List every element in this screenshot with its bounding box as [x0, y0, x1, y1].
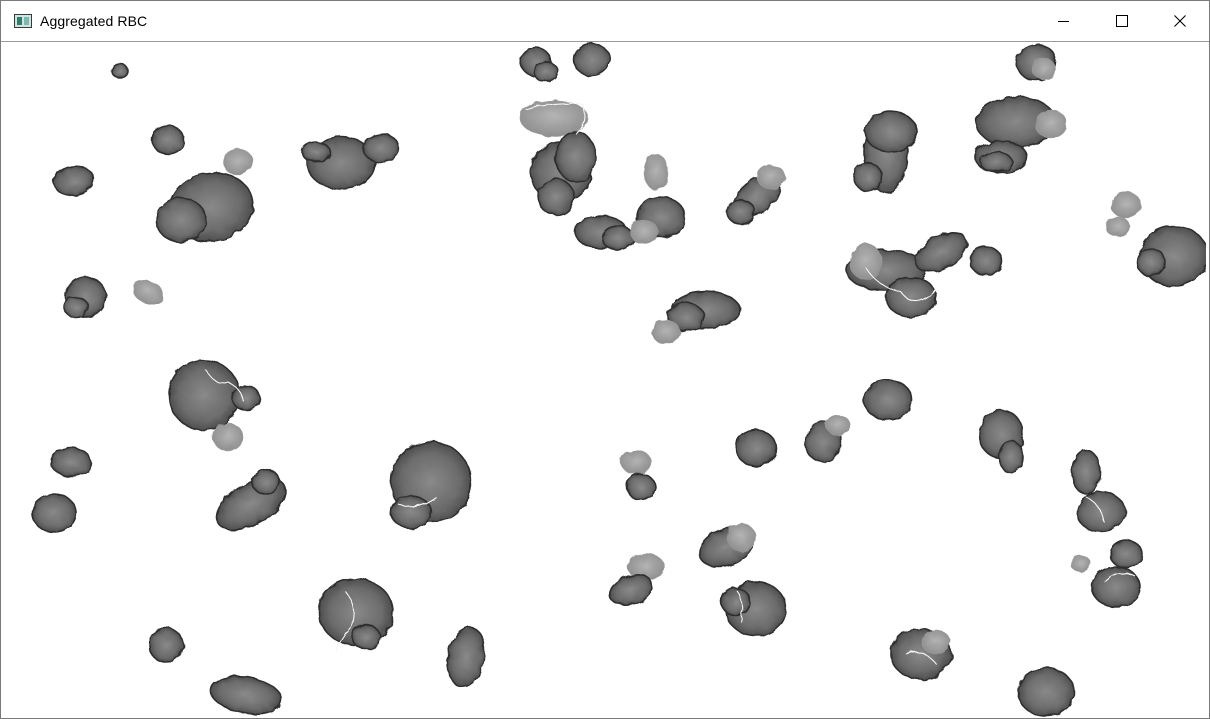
cell-blob [53, 165, 95, 197]
close-button[interactable] [1151, 1, 1209, 41]
cell-blob [1017, 667, 1075, 717]
image-canvas[interactable] [6, 42, 1206, 718]
cell-blob [626, 473, 656, 501]
cell-blob [111, 63, 129, 79]
segmentation-outline [735, 589, 744, 623]
segmentation-outline [1103, 572, 1137, 583]
segmentation-outline [865, 267, 937, 303]
cell-blob [914, 231, 968, 273]
segmentation-outline [205, 369, 245, 403]
minimize-button[interactable] [1035, 1, 1093, 41]
cell-blob [31, 493, 77, 533]
cell-blob [231, 385, 261, 411]
cell-blob [1136, 247, 1166, 277]
cell-blob [63, 296, 89, 318]
cell-blob [1071, 449, 1101, 495]
cell-blob [215, 477, 287, 531]
window-controls [1035, 1, 1209, 41]
cell-blob [1034, 109, 1068, 139]
maximize-button[interactable] [1093, 1, 1151, 41]
cell-blob [969, 246, 1003, 276]
title-bar[interactable]: Aggregated RBC [1, 1, 1209, 42]
cell-blob [921, 629, 951, 655]
segmentation-outline [397, 496, 437, 508]
cell-blob [155, 197, 207, 243]
maximize-icon [1116, 15, 1128, 27]
cell-blob [351, 624, 381, 650]
cell-blob [1031, 58, 1057, 80]
cell-blob [853, 162, 883, 192]
segmentation-outline [335, 591, 355, 653]
cell-blob [998, 440, 1024, 474]
cell-blob [885, 276, 937, 318]
cell-blob [446, 626, 486, 688]
cell-blob [1105, 216, 1131, 238]
cell-blob [825, 414, 851, 436]
segmentation-outline [905, 651, 937, 665]
cell-blob [1110, 191, 1142, 219]
cell-blob [863, 379, 913, 421]
cell-blob [608, 574, 654, 606]
cell-blob [651, 319, 681, 345]
cell-blob [555, 131, 597, 183]
close-icon [1174, 15, 1186, 27]
cell-blob [573, 43, 611, 77]
cell-blob [643, 153, 669, 191]
cell-blob [620, 449, 652, 475]
cell-blob [735, 429, 777, 467]
rbc-image [31, 43, 1206, 717]
cell-blob [50, 447, 92, 477]
cell-blob [726, 522, 756, 552]
cell-blob [519, 99, 589, 137]
app-icon [14, 14, 32, 28]
cell-blob [726, 199, 756, 225]
cell-blob [1070, 555, 1092, 573]
cell-blob [849, 243, 883, 281]
cell-blob [864, 111, 918, 153]
cell-blob [151, 125, 185, 155]
cell-blob [222, 148, 254, 176]
cell-blob [1091, 566, 1141, 608]
cell-blob [629, 219, 659, 245]
cell-blob [362, 133, 400, 163]
cell-blob [148, 627, 184, 663]
cell-blob [209, 675, 283, 715]
cell-blob [301, 141, 331, 163]
cell-blob [251, 469, 281, 495]
cell-blob [721, 587, 751, 617]
cell-blob [1109, 539, 1143, 569]
cell-blob [533, 61, 559, 83]
segmentation-outline [525, 102, 586, 135]
cell-blob [390, 495, 432, 529]
cell-blob [537, 178, 575, 216]
cell-blob [168, 359, 240, 431]
cell-blob [132, 280, 164, 304]
window-title: Aggregated RBC [40, 13, 148, 29]
cell-blob [667, 302, 705, 332]
cell-blob [601, 225, 635, 251]
cell-blob [979, 151, 1013, 173]
cell-blob [756, 164, 786, 190]
segmentation-outline [1085, 496, 1105, 523]
cell-blob [212, 422, 244, 452]
minimize-icon [1058, 21, 1069, 22]
